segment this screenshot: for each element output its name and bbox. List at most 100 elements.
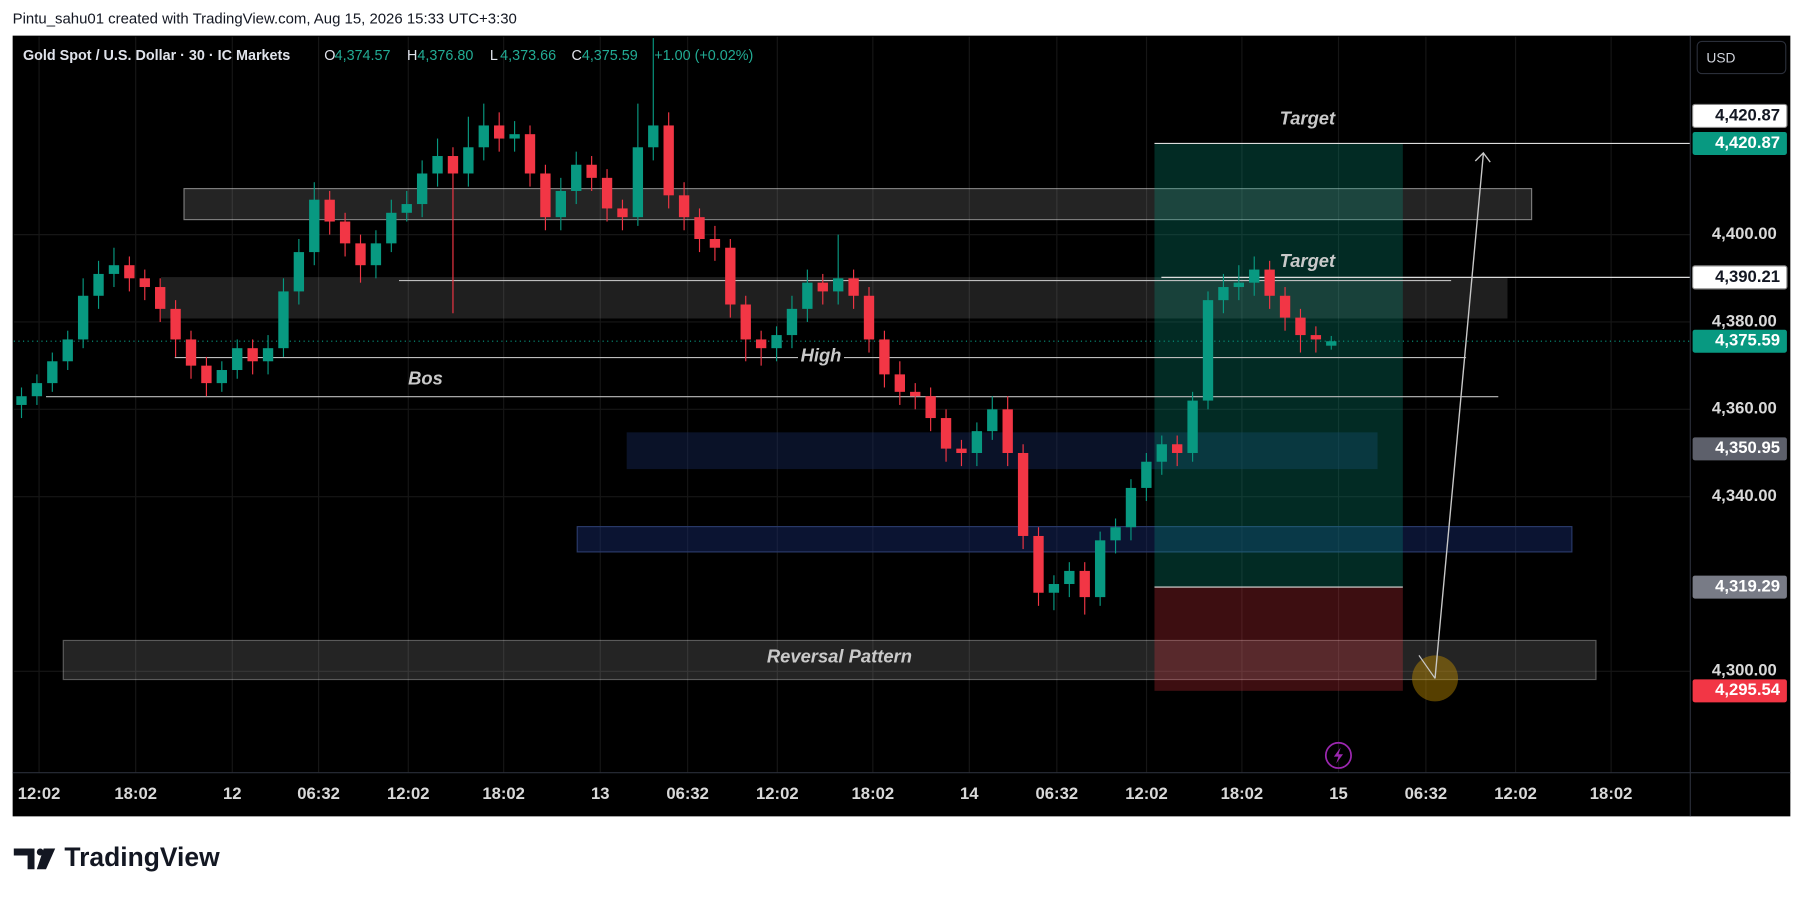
- candle-body: [1233, 282, 1244, 288]
- candle-body: [848, 278, 859, 296]
- candle-body: [1079, 570, 1090, 598]
- y-tick-label: 4,300.00: [1712, 661, 1777, 680]
- candle-body: [663, 125, 674, 196]
- candle-body: [987, 409, 998, 432]
- price-tag: [1692, 437, 1787, 461]
- legend-value: 4,374.57: [335, 48, 391, 64]
- label-bg: [798, 344, 845, 368]
- candle-body: [694, 217, 705, 239]
- price-tag: [1692, 329, 1787, 353]
- candle-body: [894, 374, 905, 392]
- x-tick-label: 12: [223, 784, 242, 803]
- candle-body: [1218, 287, 1229, 301]
- candle-body: [1279, 295, 1291, 318]
- attribution: Pintu_sahu01 created with TradingView.co…: [13, 11, 517, 28]
- candle-body: [879, 339, 890, 375]
- candle-body: [956, 448, 967, 453]
- candle-body: [170, 308, 181, 340]
- y-tick-label: 4,340.00: [1712, 486, 1777, 505]
- zone: [576, 526, 1573, 553]
- candle-body: [1064, 570, 1075, 585]
- candle-body: [293, 252, 305, 292]
- change: +1.00 (+0.02%): [654, 48, 753, 64]
- annotation: Target: [1280, 250, 1336, 271]
- candle-body: [432, 156, 443, 174]
- candle-body: [802, 282, 813, 309]
- zone: [62, 639, 1597, 681]
- logo-mark: [13, 848, 35, 870]
- grid: [13, 36, 1691, 773]
- currency[interactable]: USD: [1706, 50, 1735, 65]
- price-tag: [1692, 131, 1787, 155]
- candle-body: [247, 348, 258, 362]
- x-tick-label: 06:32: [1405, 784, 1448, 803]
- annotation: High: [801, 344, 842, 365]
- candle-body: [386, 212, 397, 244]
- arrow: [1418, 655, 1436, 679]
- price-tag-label: 4,375.59: [1715, 331, 1780, 350]
- candle-body: [833, 278, 844, 292]
- candle-body: [1310, 335, 1322, 340]
- candle-body: [355, 243, 366, 266]
- loss-zone: [1154, 587, 1403, 691]
- candle-body: [571, 164, 582, 191]
- legend-value: 4,373.66: [500, 48, 556, 64]
- annotation: Bos: [408, 367, 443, 388]
- x-tick-label: 12:02: [18, 784, 61, 803]
- candle-body: [586, 164, 597, 178]
- candle-body: [1172, 444, 1183, 453]
- legend-value: 4,376.80: [417, 48, 473, 64]
- candle-body: [139, 278, 150, 288]
- price-tag: [1692, 265, 1788, 290]
- candle-body: [632, 147, 644, 218]
- y-tick-label: 4,400.00: [1712, 224, 1777, 243]
- price-tag: [1692, 103, 1788, 128]
- candle-body: [524, 134, 536, 174]
- annotation: Reversal Pattern: [767, 646, 912, 667]
- candle-body: [601, 177, 613, 209]
- candle-body: [1033, 535, 1044, 593]
- ohlc-legend: O 4,374.57 H 4,376.80 L 4,373.66 C 4,375.59: [324, 48, 637, 64]
- candle-body: [124, 265, 135, 279]
- logo-mark: [36, 848, 56, 870]
- candle-body: [940, 418, 952, 449]
- candle-body: [447, 156, 459, 174]
- candle-body: [1048, 584, 1060, 593]
- candle-body: [77, 295, 89, 340]
- x-tick-label: 18:02: [114, 784, 157, 803]
- legend-value: 4,375.59: [582, 48, 638, 64]
- currency-button[interactable]: [1696, 40, 1787, 75]
- candle-body: [555, 190, 566, 218]
- alert-icon[interactable]: [1333, 747, 1344, 764]
- candle-body: [786, 308, 798, 336]
- x-tick-label: 06:32: [666, 784, 709, 803]
- candles: [16, 38, 1337, 615]
- logo: [13, 848, 56, 870]
- legend-key: C: [571, 48, 581, 64]
- candle-body: [1110, 527, 1121, 541]
- candle-body: [925, 396, 936, 419]
- x-tick-label: 18:02: [852, 784, 895, 803]
- alert-icon[interactable]: [1324, 741, 1352, 769]
- x-tick-label: 12:02: [756, 784, 799, 803]
- arrow-head: [1474, 151, 1491, 163]
- candle-body: [1094, 540, 1106, 598]
- candle-body: [617, 208, 628, 218]
- profit-zone: [1154, 143, 1403, 588]
- x-tick-label: 18:02: [482, 784, 525, 803]
- price-tag-label: 4,319.29: [1715, 577, 1780, 596]
- candle-body: [1249, 269, 1260, 283]
- x-tick-label: 12:02: [1494, 784, 1537, 803]
- candle-body: [648, 125, 659, 148]
- candle-body: [755, 339, 767, 349]
- legend-key: O: [324, 48, 335, 64]
- x-tick-label: 13: [591, 784, 610, 803]
- candle-body: [740, 304, 751, 340]
- x-tick-label: 18:02: [1221, 784, 1264, 803]
- candle-body: [185, 339, 197, 366]
- candle-body: [817, 282, 828, 292]
- candle-body: [416, 173, 428, 205]
- candle-body: [910, 391, 921, 397]
- x-tick-label: 18:02: [1590, 784, 1633, 803]
- candle-body: [478, 125, 489, 148]
